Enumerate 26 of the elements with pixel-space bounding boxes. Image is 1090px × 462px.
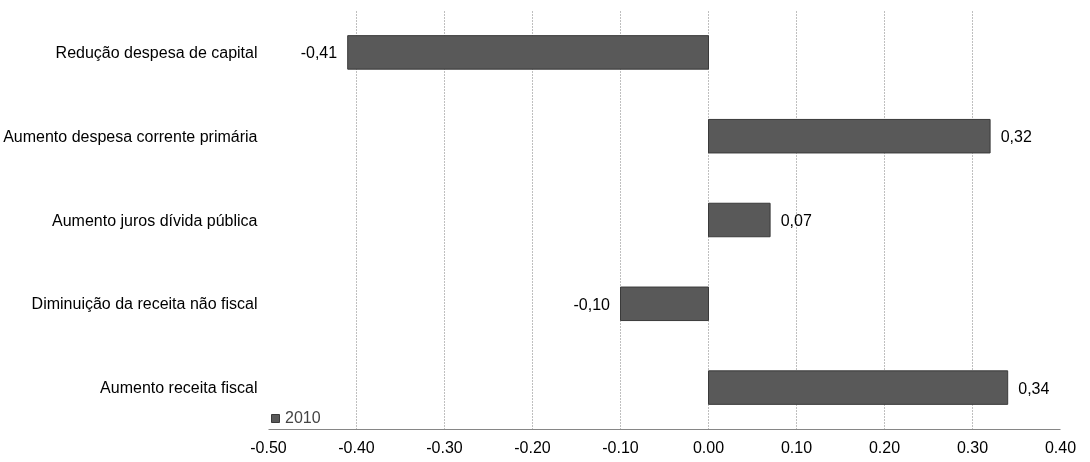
x-tick-label: -0.50 [250, 438, 287, 456]
data-label: -0,41 [300, 44, 338, 62]
y-tick-label: Diminuição da receita não fiscal [31, 295, 258, 313]
x-tick-label: 0.40 [1044, 438, 1077, 456]
x-tick-label: 0.10 [780, 438, 813, 456]
bar [347, 35, 709, 70]
y-tick-label: Aumento despesa corrente primária [3, 127, 258, 145]
data-label: -0,10 [573, 295, 611, 313]
x-tick-label: 0.20 [868, 438, 901, 456]
bar [708, 118, 991, 154]
data-label: 0,32 [1000, 128, 1032, 146]
y-tick-label: Aumento juros dívida pública [52, 211, 258, 229]
data-label: 0,34 [1018, 379, 1050, 397]
legend-label: 2010 [285, 409, 321, 427]
x-tick-label: -0.30 [426, 438, 463, 456]
y-tick-label: Aumento receita fiscal [100, 379, 258, 397]
y-tick-label: Redução despesa de capital [55, 43, 258, 61]
data-label: 0,07 [780, 212, 812, 229]
x-tick-label: -0.40 [338, 438, 375, 456]
x-tick-label: -0.10 [602, 438, 639, 456]
bar [708, 370, 1009, 405]
bar [620, 286, 709, 322]
x-tick-label: 0.00 [692, 438, 725, 456]
x-tick-label: 0.30 [956, 438, 989, 456]
bar [708, 202, 771, 238]
x-tick-label: -0.20 [514, 438, 551, 456]
